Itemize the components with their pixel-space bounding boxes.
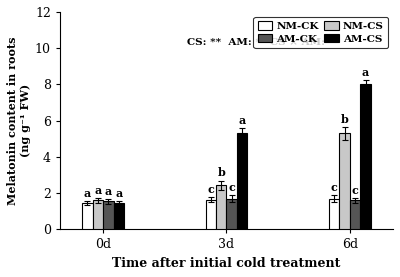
Text: c: c — [228, 182, 235, 193]
Bar — [82, 203, 93, 229]
Bar — [103, 201, 114, 229]
Bar — [93, 201, 103, 229]
Text: c: c — [352, 184, 358, 196]
Bar — [339, 134, 350, 229]
Text: a: a — [84, 188, 91, 199]
Text: a: a — [105, 186, 112, 197]
X-axis label: Time after initial cold treatment: Time after initial cold treatment — [112, 257, 341, 270]
Bar — [206, 199, 216, 229]
Text: CS: **  AM: ** CS × AM: **: CS: ** AM: ** CS × AM: ** — [186, 38, 339, 47]
Legend: NM-CK, AM-CK, NM-CS, AM-CS: NM-CK, AM-CK, NM-CS, AM-CS — [254, 17, 388, 48]
Text: a: a — [94, 184, 102, 196]
Text: a: a — [239, 115, 246, 126]
Bar — [226, 199, 237, 229]
Bar — [350, 201, 360, 229]
Text: a: a — [115, 188, 122, 199]
Bar — [114, 203, 124, 229]
Y-axis label: Melatonin content in roots
(ng g⁻¹ FW): Melatonin content in roots (ng g⁻¹ FW) — [7, 37, 31, 205]
Bar — [216, 185, 226, 229]
Text: b: b — [217, 167, 225, 178]
Text: a: a — [362, 67, 369, 78]
Bar — [360, 84, 371, 229]
Bar — [237, 134, 248, 229]
Text: b: b — [341, 114, 348, 125]
Text: c: c — [331, 182, 338, 193]
Bar — [329, 199, 339, 229]
Text: c: c — [207, 184, 214, 195]
